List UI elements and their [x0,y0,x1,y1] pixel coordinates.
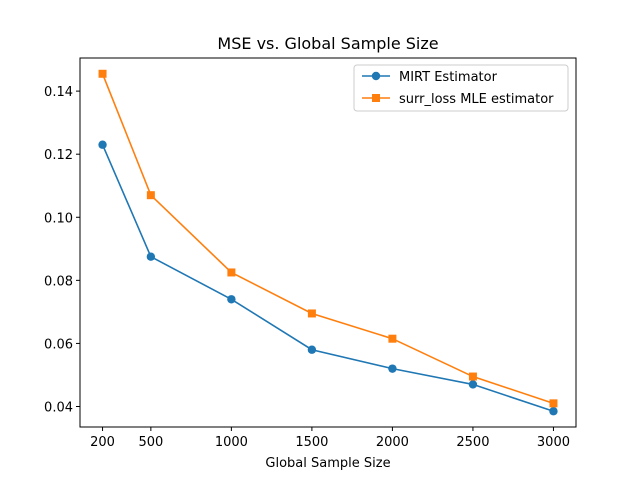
y-tick-label: 0.14 [44,85,73,100]
x-tick-label: 1500 [295,435,328,450]
x-tick-label: 3000 [537,435,570,450]
y-tick-label: 0.08 [44,274,73,289]
series-1 [98,69,558,408]
legend-label: surr_loss MLE estimator [399,92,554,107]
data-point [146,191,155,200]
legend: MIRT Estimator surr_loss MLE estimator [353,64,569,112]
y-axis: 0.04 0.06 0.08 0.10 0.12 0.14 [44,85,80,416]
y-tick-label: 0.06 [44,337,73,352]
data-point [227,268,236,277]
y-tick-label: 0.10 [44,211,73,226]
series-layer [98,69,558,416]
y-tick-label: 0.04 [44,401,73,416]
legend-box [353,64,569,112]
data-point [227,295,236,304]
data-point [388,364,397,373]
x-tick-label: 500 [138,435,163,450]
series-0 [98,140,558,416]
data-point [468,380,478,389]
data-point [549,407,558,416]
x-tick-label: 200 [90,435,115,450]
legend-marker [372,94,380,102]
data-point [388,334,397,343]
data-point [307,345,317,354]
chart-title: MSE vs. Global Sample Size [217,34,438,53]
data-point [468,372,477,381]
data-point [98,69,107,78]
x-axis-label: Global Sample Size [265,456,390,471]
y-tick-label: 0.12 [44,148,73,163]
data-point [307,309,316,318]
legend-label: MIRT Estimator [399,70,498,85]
data-point [549,399,558,408]
data-point [98,140,107,149]
x-tick-label: 2000 [376,435,409,450]
plot-frame [79,57,577,428]
x-axis: 200 500 1000 1500 2000 2500 3000 [90,427,570,450]
legend-marker [371,71,381,81]
x-tick-label: 2500 [456,435,489,450]
x-tick-label: 1000 [215,435,248,450]
data-point [146,252,156,261]
